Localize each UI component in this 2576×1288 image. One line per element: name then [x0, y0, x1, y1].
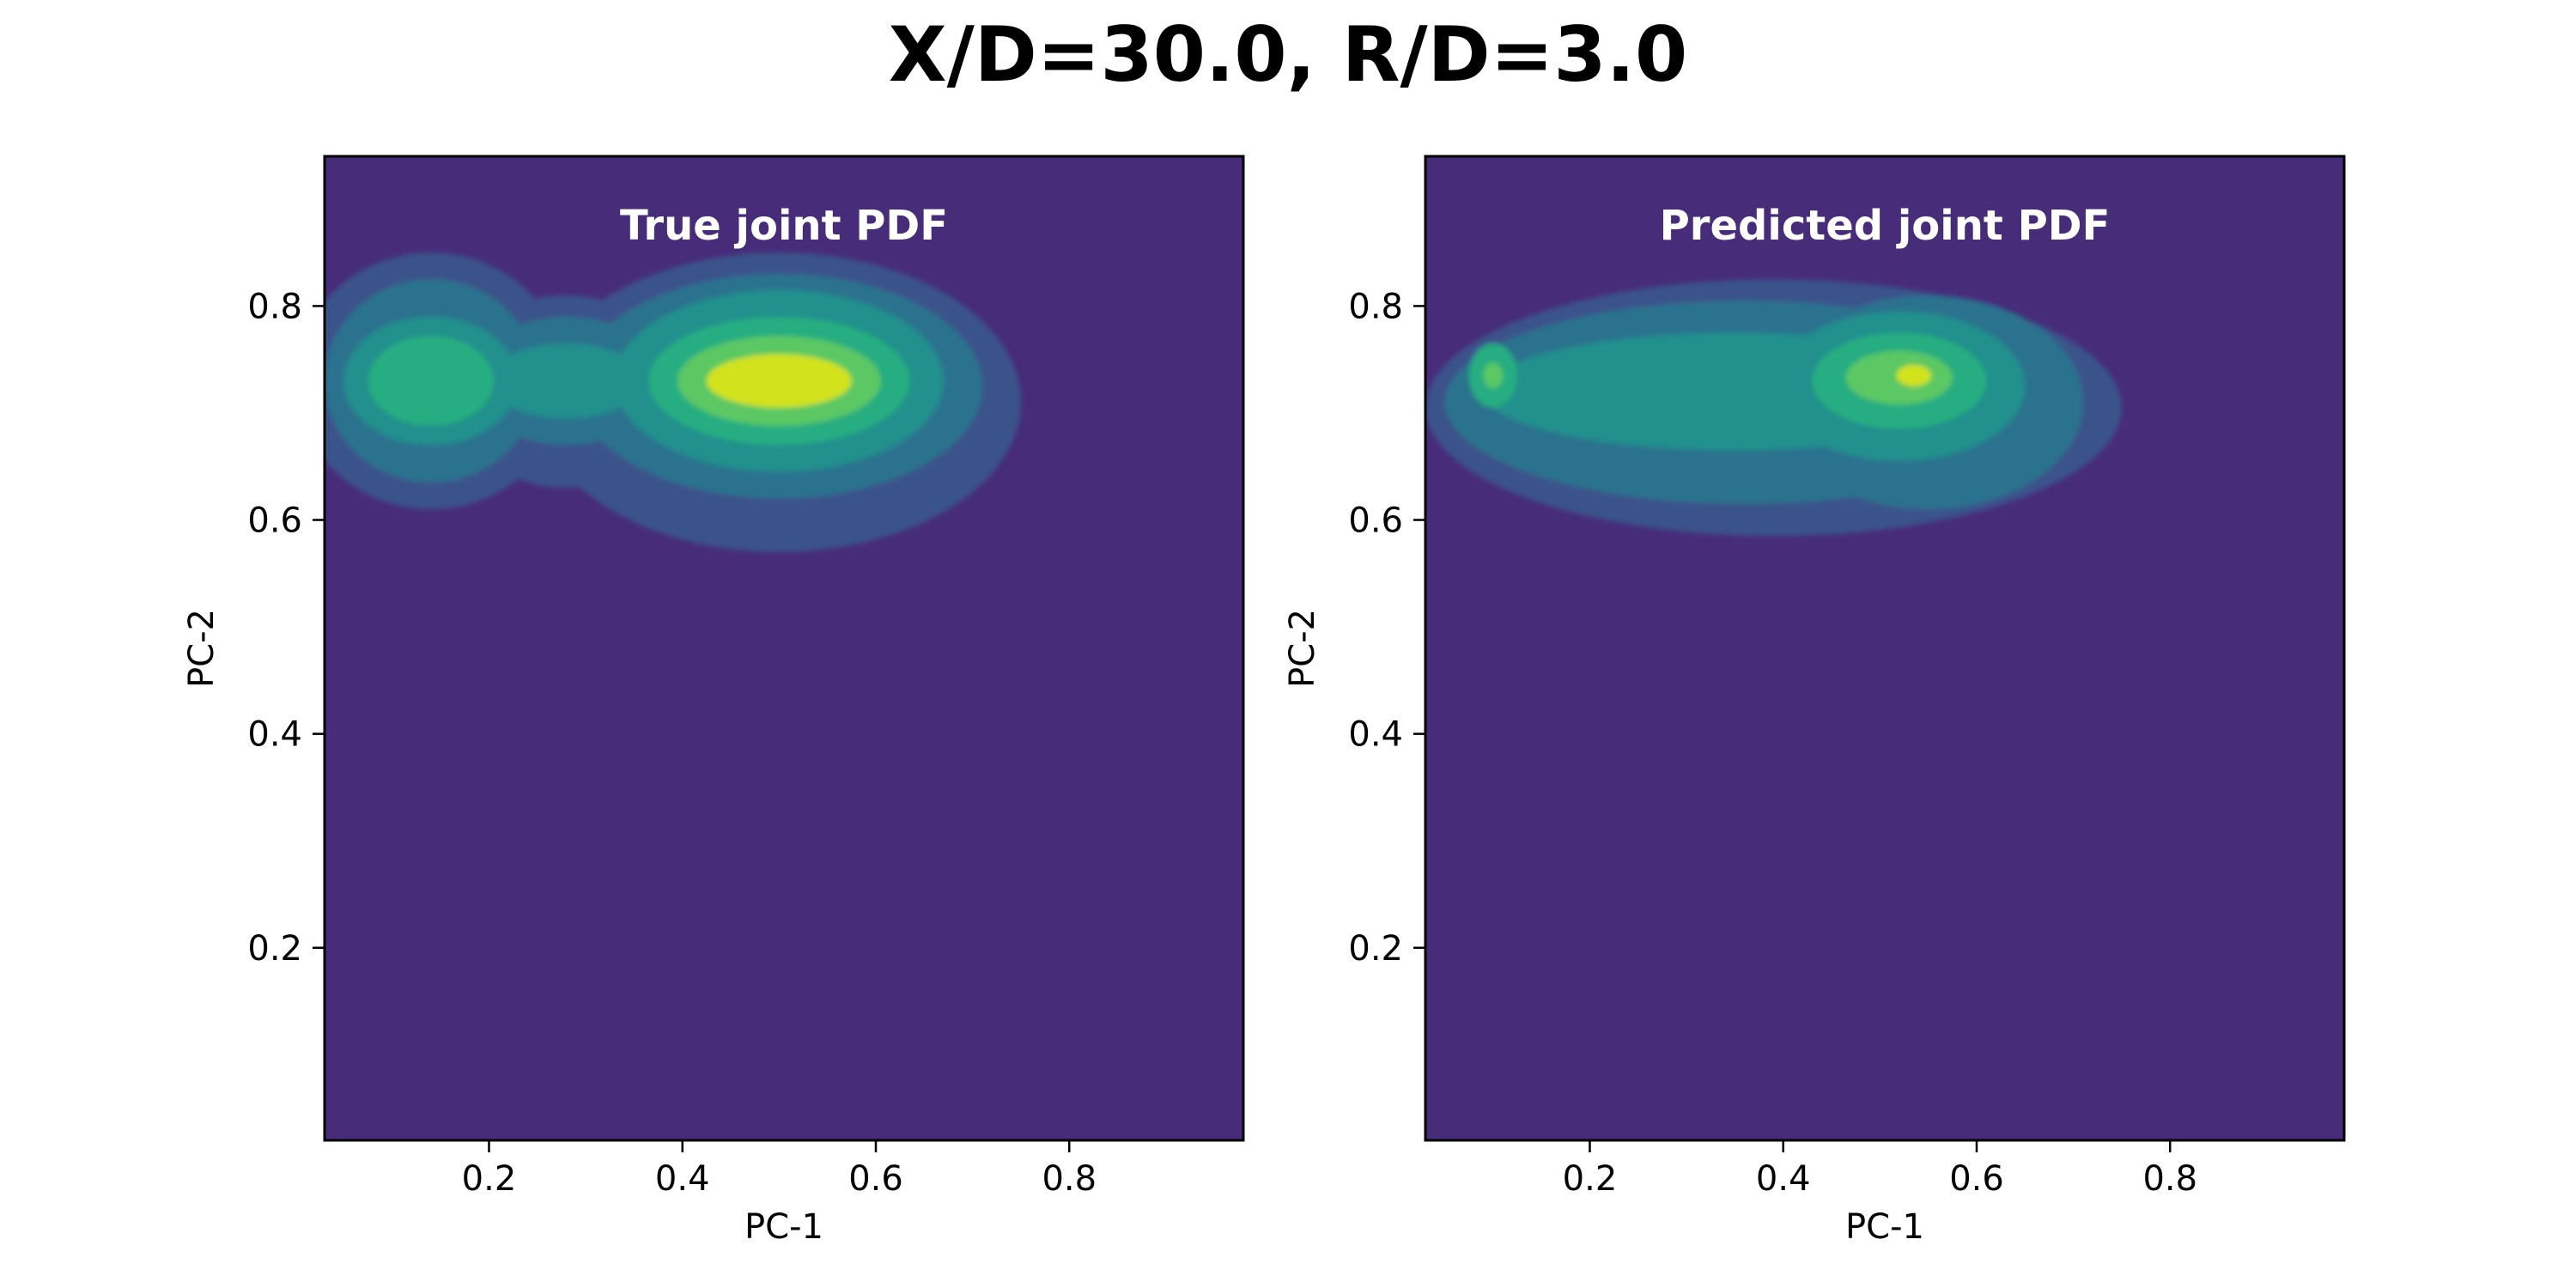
panel-title: True joint PDF: [620, 202, 948, 250]
contour-level-5: [1483, 362, 1504, 389]
x-tick-label: 0.4: [655, 1159, 710, 1199]
panel-title: Predicted joint PDF: [1660, 202, 2111, 250]
contour-level-3: [489, 343, 644, 419]
y-axis-label: PC-2: [1283, 609, 1322, 688]
density-contours: [325, 252, 1021, 552]
y-tick-label: 0.4: [1348, 715, 1403, 755]
axes-frame: [1424, 155, 2346, 1142]
x-tick-label: 0.2: [1563, 1159, 1618, 1199]
y-tick-label: 0.4: [247, 715, 302, 755]
y-tick-label: 0.8: [247, 287, 302, 326]
x-tick-label: 0.4: [1756, 1159, 1811, 1199]
panel-1: 0.2 0.4 0.6 0.8 0.2 0.4 0.6 0.8 PC-1 PC-2 True joi…: [182, 155, 1245, 1247]
axes-frame: [323, 155, 1245, 1142]
y-tick-label: 0.2: [1348, 929, 1403, 969]
contour-level-6: [706, 354, 852, 408]
x-tick-label: 0.6: [848, 1159, 903, 1199]
y-axis-label: PC-2: [182, 609, 222, 688]
contour-level-6: [1896, 364, 1932, 386]
density-contours: [1425, 279, 2122, 537]
y-tick-label: 0.6: [247, 501, 302, 541]
x-axis-label: PC-1: [1845, 1207, 1924, 1247]
y-tick-label: 0.6: [1348, 501, 1403, 541]
y-tick-label: 0.2: [247, 929, 302, 969]
x-tick-label: 0.2: [462, 1159, 517, 1199]
x-tick-label: 0.6: [1949, 1159, 2004, 1199]
y-tick-label: 0.8: [1348, 287, 1403, 326]
contour-level-4: [368, 336, 495, 426]
x-tick-label: 0.8: [1042, 1159, 1097, 1199]
panel-2: 0.2 0.4 0.6 0.8 0.2 0.4 0.6 0.8 PC-1 PC-2 Predicte…: [1283, 155, 2346, 1247]
x-tick-label: 0.8: [2142, 1159, 2197, 1199]
figure-title: X/D=30.0, R/D=3.0: [888, 10, 1688, 99]
x-axis-label: PC-1: [744, 1207, 823, 1247]
